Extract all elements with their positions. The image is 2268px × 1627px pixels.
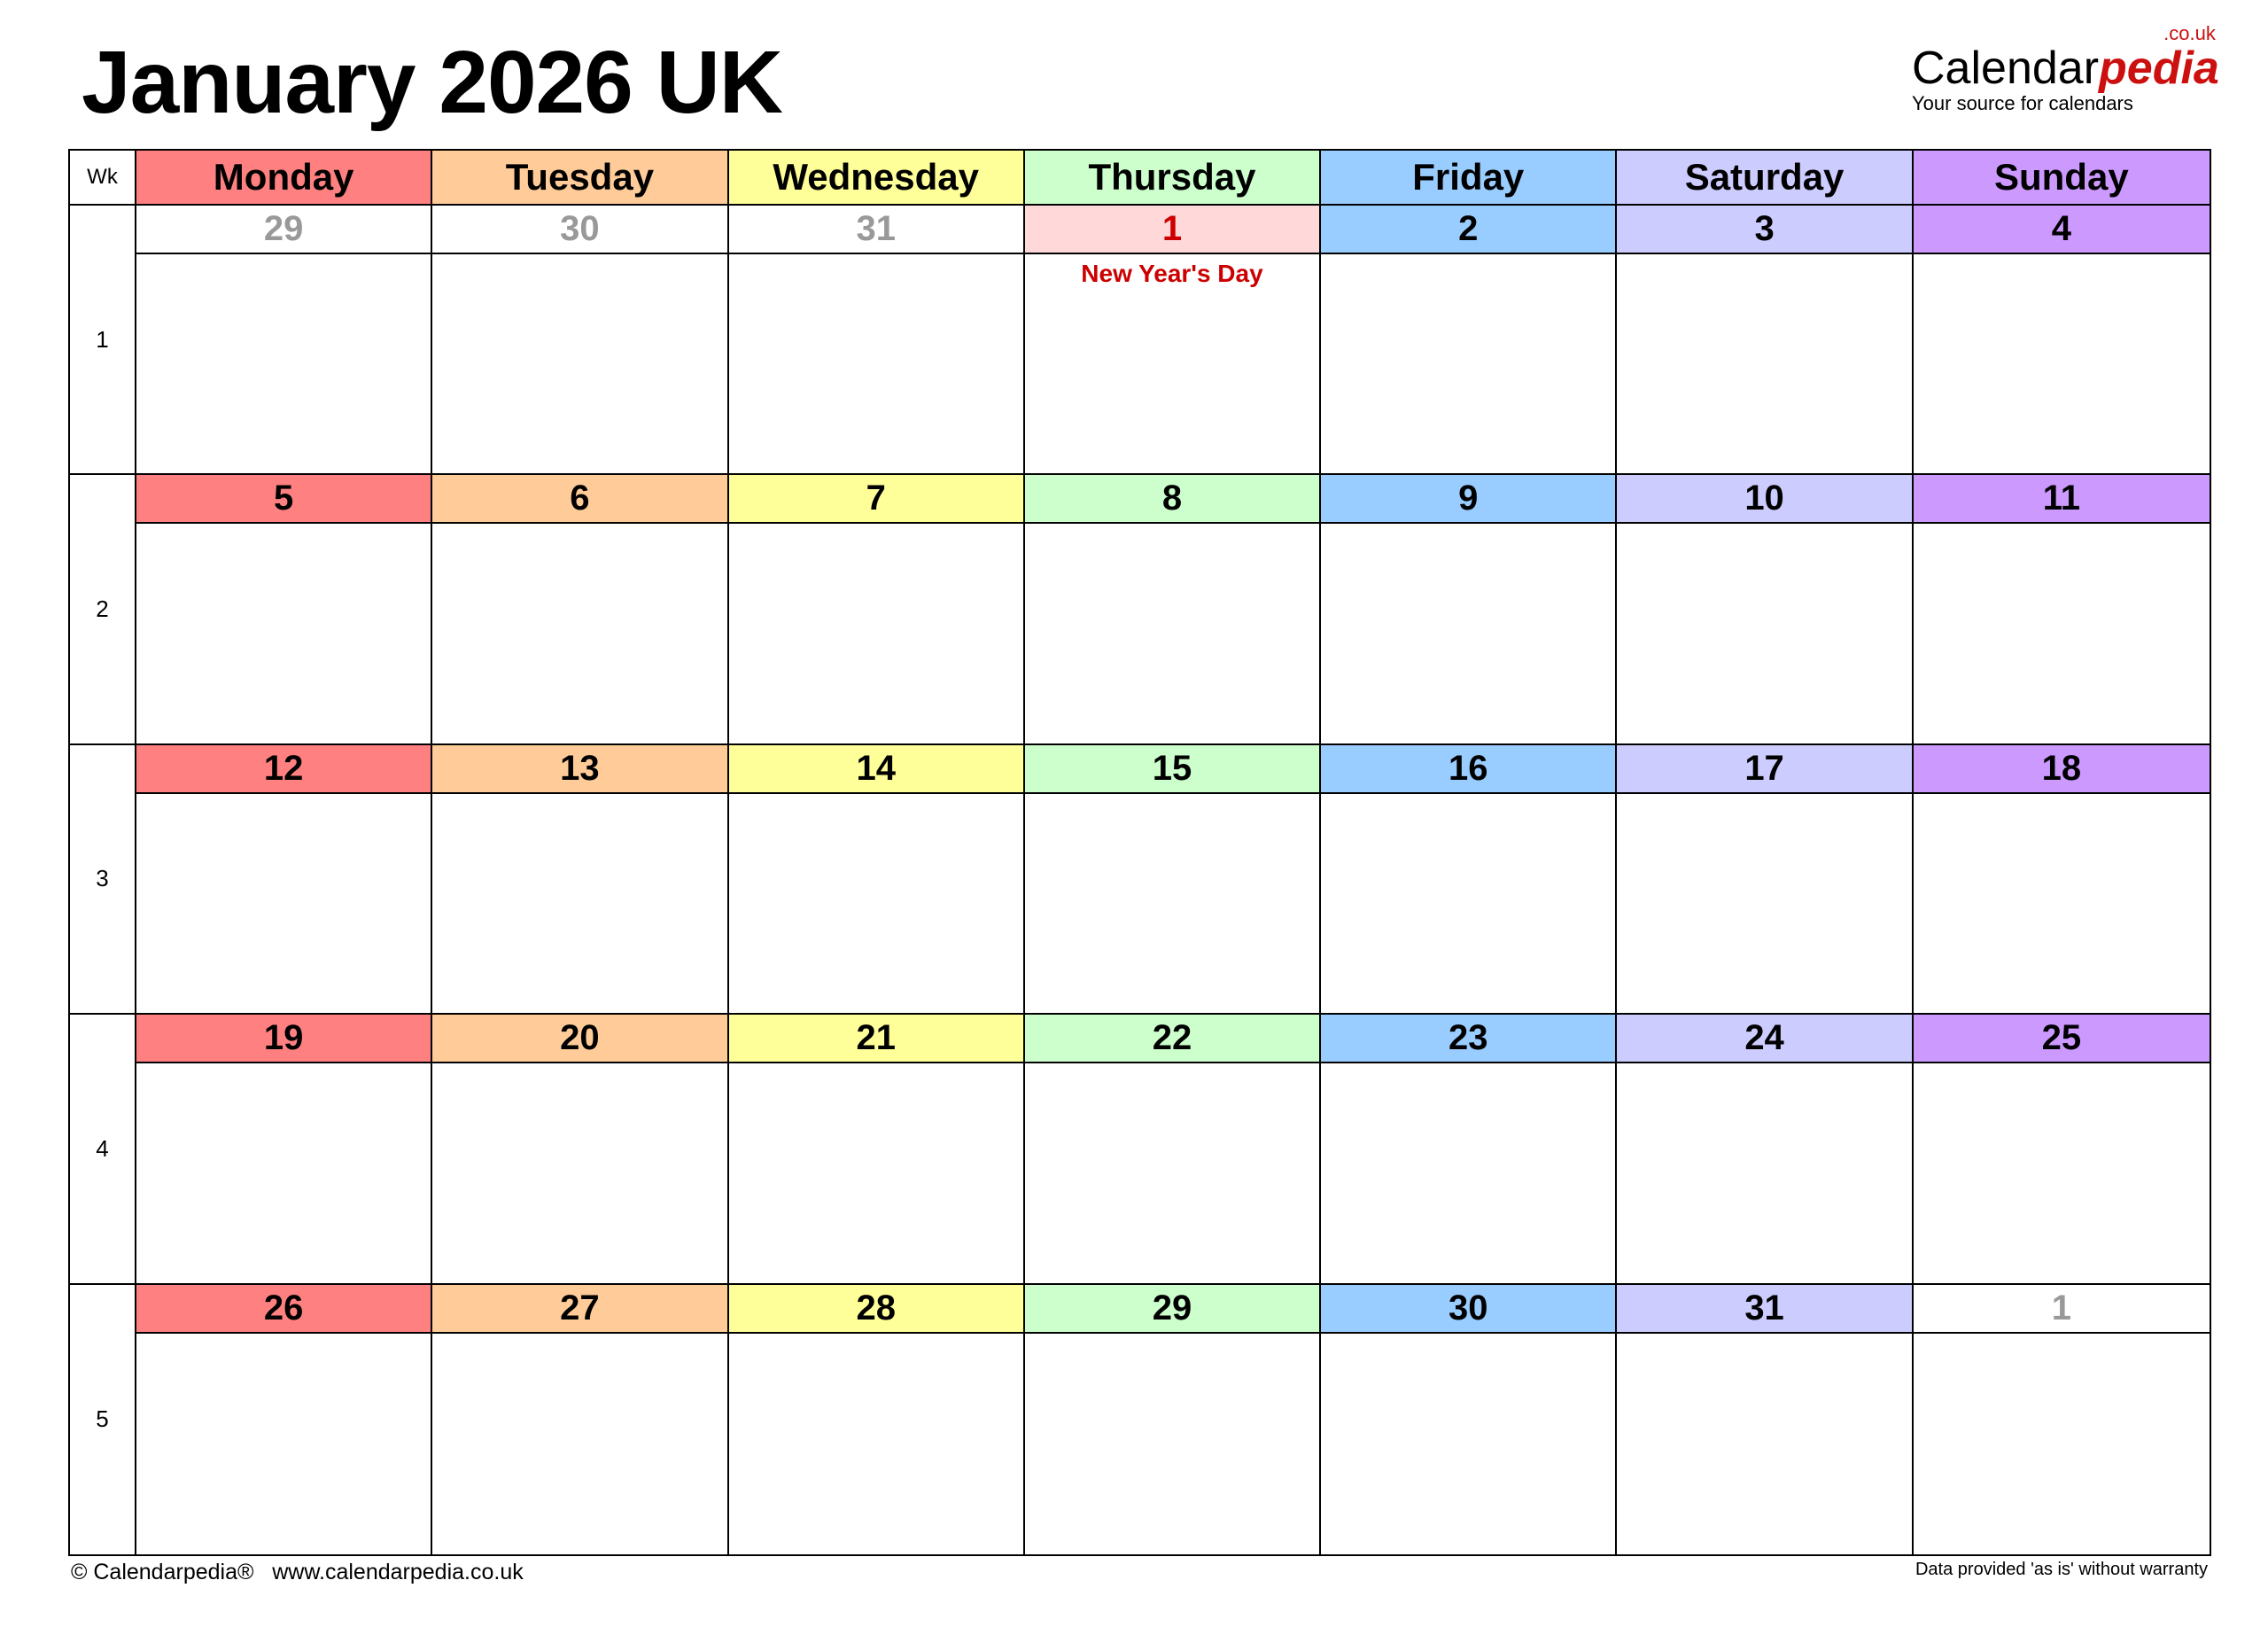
date-number: 11 [1913,475,2210,525]
week-number: 2 [70,475,136,745]
logo-wordmark-accent: pedia [2099,43,2219,94]
date-number: 15 [1024,744,1320,794]
date-number: 3 [1617,206,1912,254]
day-cell[interactable]: 27 [432,1284,729,1554]
day-cell[interactable]: 1 New Year's Day [1024,206,1322,476]
logo-wordmark-main: Calendar [1912,43,2100,94]
footer-disclaimer: Data provided 'as is' without warranty [1915,1560,2208,1579]
day-header-saturday: Saturday [1617,151,1914,206]
day-cell[interactable]: 15 [1024,744,1322,1016]
day-cell[interactable]: 29 [1024,1284,1322,1554]
date-number: 9 [1321,475,1616,525]
logo-tagline: Your source for calendars [1912,92,2133,114]
date-number: 28 [728,1284,1023,1334]
day-cell[interactable]: 26 [136,1284,433,1554]
date-number: 19 [136,1015,431,1064]
date-number: 16 [1321,744,1616,794]
day-cell[interactable]: 19 [136,1015,433,1285]
week-number-header: Wk [70,151,136,206]
day-cell[interactable]: 14 [728,744,1025,1016]
day-cell[interactable]: 29 [136,206,433,476]
day-cell[interactable]: 8 [1024,475,1322,745]
footer-copyright: © Calendarpedia® www.calendarpedia.co.uk [71,1560,524,1584]
date-number: 24 [1617,1015,1912,1064]
day-header-sunday: Sunday [1913,151,2210,206]
day-cell[interactable]: 28 [728,1284,1025,1554]
day-cell[interactable]: 25 [1913,1015,2210,1285]
day-cell[interactable]: 7 [728,475,1025,745]
day-cell[interactable]: 31 [728,206,1025,476]
day-cell[interactable]: 30 [1321,1284,1618,1554]
day-header-friday: Friday [1321,151,1618,206]
date-number: 31 [1617,1284,1912,1334]
calendar-grid: Wk Monday Tuesday Wednesday Thursday Friday Sa… [68,149,2211,1556]
week-number: 1 [70,206,136,476]
day-header-monday: Monday [136,151,433,206]
day-cell[interactable]: 6 [432,475,729,745]
date-number: 20 [432,1015,727,1064]
logo-wordmark: Calendarpedia [1912,44,2219,92]
date-number: 18 [1913,744,2210,794]
date-number: 1 [1024,206,1320,254]
week-number: 5 [70,1284,136,1554]
date-number: 30 [1321,1284,1616,1334]
date-number: 2 [1321,206,1616,254]
date-number: 13 [432,744,727,794]
day-cell[interactable]: 24 [1617,1015,1914,1285]
date-number: 29 [136,206,431,254]
date-number: 5 [136,475,431,525]
date-number: 12 [136,744,431,794]
day-cell[interactable]: 2 [1321,206,1618,476]
day-cell[interactable]: 1 [1913,1284,2210,1554]
date-number: 8 [1024,475,1320,525]
date-number: 30 [432,206,727,254]
date-number: 26 [136,1284,431,1334]
date-number: 1 [1913,1284,2210,1334]
date-number: 29 [1024,1284,1320,1334]
day-cell[interactable]: 22 [1024,1015,1322,1285]
date-number: 10 [1617,475,1912,525]
date-number: 22 [1024,1015,1320,1064]
day-cell[interactable]: 5 [136,475,433,745]
day-cell[interactable]: 4 [1913,206,2210,476]
week-number: 4 [70,1015,136,1285]
day-cell[interactable]: 20 [432,1015,729,1285]
logo-domain: .co.uk [2163,22,2216,44]
date-number: 4 [1913,206,2210,254]
date-number: 25 [1913,1015,2210,1064]
day-cell[interactable]: 23 [1321,1015,1618,1285]
date-number: 14 [728,744,1023,794]
day-cell[interactable]: 18 [1913,744,2210,1016]
calendarpedia-logo[interactable]: .co.uk Calendarpedia Your source for cal… [1912,23,2219,115]
date-number: 6 [432,475,727,525]
day-cell[interactable]: 21 [728,1015,1025,1285]
day-cell[interactable]: 31 [1617,1284,1914,1554]
week-number: 3 [70,744,136,1016]
day-cell[interactable]: 3 [1617,206,1914,476]
day-cell[interactable]: 11 [1913,475,2210,745]
day-header-wednesday: Wednesday [728,151,1025,206]
day-header-thursday: Thursday [1024,151,1322,206]
date-number: 27 [432,1284,727,1334]
day-cell[interactable]: 30 [432,206,729,476]
day-cell[interactable]: 13 [432,744,729,1016]
day-header-tuesday: Tuesday [432,151,729,206]
day-cell[interactable]: 17 [1617,744,1914,1016]
date-number: 31 [728,206,1023,254]
date-number: 21 [728,1015,1023,1064]
date-number: 7 [728,475,1023,525]
holiday-label: New Year's Day [1081,260,1263,287]
day-cell[interactable]: 9 [1321,475,1618,745]
page-title: January 2026 UK [82,33,783,132]
day-cell[interactable]: 16 [1321,744,1618,1016]
date-number: 23 [1321,1015,1616,1064]
day-cell[interactable]: 12 [136,744,433,1016]
day-cell[interactable]: 10 [1617,475,1914,745]
date-number: 17 [1617,744,1912,794]
